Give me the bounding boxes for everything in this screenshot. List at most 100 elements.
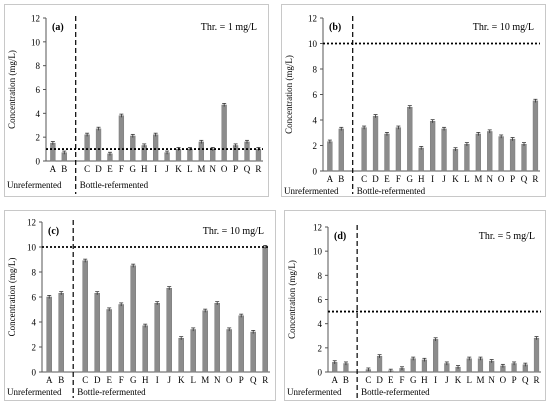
x-tick-label: R — [532, 174, 538, 184]
x-tick-label: M — [476, 375, 484, 385]
bar — [82, 260, 88, 373]
y-tick-label: 10 — [31, 37, 41, 47]
x-tick-label: P — [239, 375, 244, 385]
x-tick-label: I — [434, 375, 437, 385]
x-tick-label: O — [500, 375, 507, 385]
bar — [521, 143, 527, 172]
panel-label: (d) — [334, 231, 346, 242]
bar — [475, 133, 481, 172]
x-tick-label: D — [372, 174, 379, 184]
bar — [190, 329, 196, 373]
x-tick-label: A — [46, 375, 53, 385]
x-tick-label: H — [141, 164, 148, 174]
x-tick-label: C — [84, 164, 90, 174]
y-tick-label: 6 — [318, 295, 323, 305]
bar — [376, 356, 383, 373]
y-tick-label: 8 — [318, 271, 323, 281]
group-label-bottle-refermented: Bottle-refermented — [80, 180, 149, 190]
group-label-unrefermented: Unrefermented — [284, 186, 339, 196]
bar — [477, 358, 484, 373]
y-tick-label: 12 — [313, 223, 322, 233]
x-tick-label: A — [331, 375, 338, 385]
bar — [509, 138, 516, 172]
group-label-unrefermented: Unrefermented — [7, 180, 62, 190]
x-tick-label: B — [61, 164, 67, 174]
bar — [429, 121, 436, 172]
bar — [441, 128, 447, 172]
x-tick-label: Q — [522, 375, 529, 385]
bar — [95, 128, 102, 162]
x-tick-label: Q — [250, 375, 257, 385]
chart-panel-c: 0 2 4 6 8 10 12 Concentration (mg/L) A B C D E F G H I J K… — [4, 210, 276, 401]
bar — [533, 337, 540, 373]
x-tick-label: R — [262, 375, 268, 385]
y-tick-label: 0 — [32, 368, 37, 378]
chart-panel-a: 0 2 4 6 8 10 12 Concentration (mg/L) A B C D E F G H I J K… — [4, 4, 269, 197]
group-label-bottle-refermented: Bottle-refermented — [77, 387, 146, 397]
threshold-label: Thr. = 1 mg/L — [201, 22, 257, 33]
bar — [226, 329, 232, 373]
bar — [466, 358, 472, 373]
x-tick-label: J — [167, 375, 171, 385]
bar — [250, 331, 256, 373]
y-tick-label: 0 — [313, 167, 318, 177]
x-tick-label: H — [142, 375, 149, 385]
x-tick-label: K — [175, 164, 182, 174]
y-tick-label: 10 — [313, 247, 323, 257]
x-tick-label: K — [455, 375, 462, 385]
x-tick-label: J — [442, 174, 446, 184]
bar — [187, 148, 193, 162]
x-tick-label: G — [407, 174, 414, 184]
x-tick-label: P — [512, 375, 517, 385]
bar — [255, 148, 262, 162]
x-tick-label: P — [233, 164, 238, 174]
y-tick-label: 10 — [308, 39, 318, 49]
x-tick-label: F — [399, 375, 404, 385]
y-tick-label: 8 — [32, 268, 37, 278]
panel-d-svg: 0 2 4 6 8 10 12 Concentration (mg/L) A B C D E F G H I J K… — [287, 223, 541, 398]
y-tick-label: 0 — [318, 368, 323, 378]
x-tick-label: D — [95, 164, 102, 174]
x-tick-label: J — [165, 164, 169, 174]
bar — [198, 141, 204, 162]
x-tick-label: C — [361, 174, 367, 184]
x-tick-label: O — [498, 174, 505, 184]
x-tick-label: E — [384, 174, 390, 184]
x-tick-label: R — [255, 164, 261, 174]
y-tick-label: 2 — [36, 133, 41, 143]
x-tick-label: F — [396, 174, 401, 184]
group-label-bottle-refermented: Bottle-refermented — [361, 387, 430, 397]
panel-c-svg: 0 2 4 6 8 10 12 Concentration (mg/L) A B C D E F G H I J K… — [7, 218, 270, 398]
y-tick-label: 6 — [313, 90, 318, 100]
x-tick-label: N — [214, 375, 221, 385]
x-tick-label: A — [50, 164, 57, 174]
bar — [532, 100, 539, 172]
bar — [166, 288, 172, 373]
group-label-unrefermented: Unrefermented — [7, 387, 62, 397]
bar — [418, 147, 424, 172]
bar — [84, 134, 90, 162]
panel-b-svg: 0 2 4 6 8 10 12 Concentration (mg/L) A B C D E F G H I J K… — [284, 14, 540, 196]
bar — [395, 127, 402, 172]
panel-label: (a) — [52, 22, 64, 33]
bar — [118, 304, 124, 373]
bar — [433, 339, 439, 373]
panel-label: (b) — [329, 22, 341, 33]
y-tick-label: 4 — [32, 318, 37, 328]
x-tick-label: B — [58, 375, 64, 385]
threshold-label: Thr. = 10 mg/L — [203, 226, 264, 237]
bar — [327, 141, 333, 172]
x-tick-label: N — [209, 164, 216, 174]
x-tick-label: R — [534, 375, 540, 385]
bar — [210, 148, 216, 162]
x-tick-label: K — [178, 375, 185, 385]
y-tick-label: 6 — [32, 293, 37, 303]
y-tick-label: 8 — [36, 61, 41, 71]
bar — [154, 303, 160, 373]
x-tick-label: L — [187, 164, 193, 174]
x-tick-label: E — [106, 375, 112, 385]
bar — [498, 136, 504, 172]
bar — [152, 134, 159, 162]
y-tick-label: 4 — [313, 116, 318, 126]
panel-a-svg: 0 2 4 6 8 10 12 Concentration (mg/L) A B C D E F G H I J K… — [7, 14, 263, 194]
